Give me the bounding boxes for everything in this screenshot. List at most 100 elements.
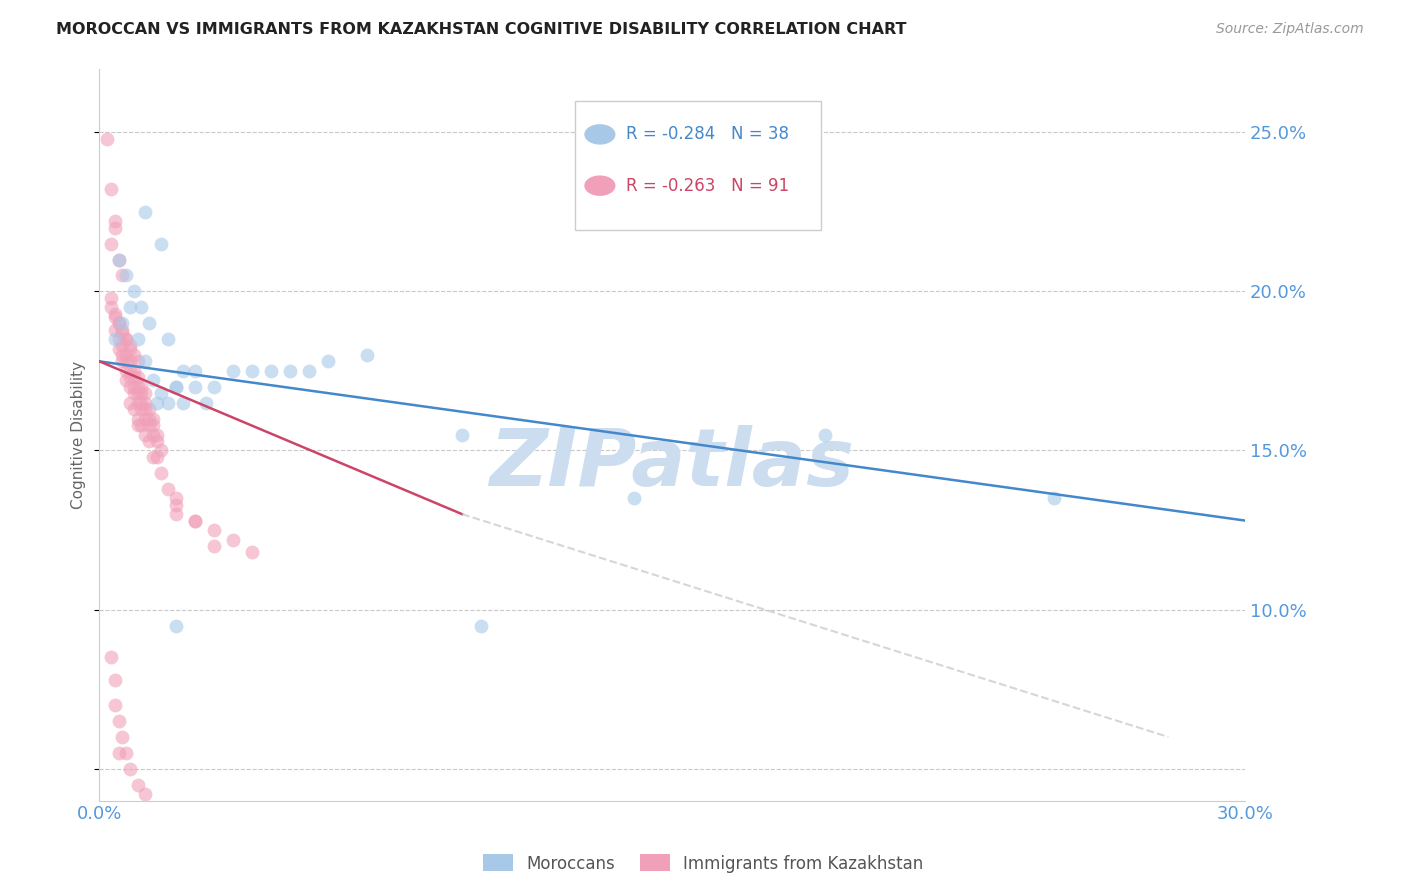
Point — [104, 214, 127, 228]
Point — [127, 417, 149, 432]
Point — [115, 348, 138, 362]
Point — [131, 417, 153, 432]
Point — [138, 417, 160, 432]
Point — [240, 364, 263, 378]
Point — [115, 332, 138, 346]
Point — [278, 364, 301, 378]
Point — [134, 204, 156, 219]
Point — [138, 434, 160, 448]
Point — [470, 618, 492, 632]
Point — [157, 396, 180, 410]
Point — [131, 402, 153, 417]
Point — [127, 396, 149, 410]
Point — [122, 370, 145, 384]
Point — [107, 332, 129, 346]
Point — [107, 252, 129, 267]
Point — [115, 364, 138, 378]
Point — [127, 354, 149, 368]
Point — [1042, 491, 1064, 506]
Point — [122, 364, 145, 378]
Point — [100, 182, 122, 196]
Point — [111, 316, 134, 330]
Point — [115, 354, 138, 368]
Point — [142, 417, 165, 432]
Point — [142, 427, 165, 442]
Point — [118, 300, 141, 314]
Point — [451, 427, 474, 442]
Point — [134, 402, 156, 417]
Point — [127, 411, 149, 425]
Point — [127, 332, 149, 346]
Point — [165, 491, 187, 506]
Point — [172, 364, 194, 378]
Point — [115, 746, 138, 760]
Point — [122, 402, 145, 417]
Point — [318, 354, 340, 368]
Point — [104, 307, 127, 321]
Point — [127, 386, 149, 401]
Point — [184, 380, 207, 394]
Point — [118, 380, 141, 394]
Point — [184, 514, 207, 528]
Point — [134, 787, 156, 801]
Point — [118, 762, 141, 776]
Point — [107, 316, 129, 330]
Circle shape — [585, 176, 614, 195]
Point — [107, 342, 129, 356]
Point — [202, 380, 225, 394]
Point — [111, 326, 134, 340]
Point — [104, 698, 127, 713]
Point — [145, 450, 167, 464]
Point — [814, 427, 837, 442]
Point — [202, 539, 225, 553]
Point — [100, 236, 122, 251]
Point — [138, 402, 160, 417]
Point — [115, 374, 138, 388]
Point — [142, 374, 165, 388]
Point — [134, 396, 156, 410]
Text: MOROCCAN VS IMMIGRANTS FROM KAZAKHSTAN COGNITIVE DISABILITY CORRELATION CHART: MOROCCAN VS IMMIGRANTS FROM KAZAKHSTAN C… — [56, 22, 907, 37]
Point — [118, 354, 141, 368]
Point — [104, 220, 127, 235]
Point — [138, 316, 160, 330]
Point — [111, 354, 134, 368]
Point — [118, 396, 141, 410]
Point — [134, 411, 156, 425]
Point — [222, 533, 245, 547]
Point — [240, 545, 263, 559]
Point — [184, 364, 207, 378]
Point — [131, 386, 153, 401]
Point — [134, 386, 156, 401]
Point — [149, 466, 172, 480]
Point — [104, 673, 127, 687]
Point — [118, 370, 141, 384]
Point — [122, 285, 145, 299]
Point — [172, 396, 194, 410]
Point — [122, 380, 145, 394]
Point — [100, 291, 122, 305]
Point — [122, 386, 145, 401]
Y-axis label: Cognitive Disability: Cognitive Disability — [72, 360, 86, 508]
Point — [356, 348, 378, 362]
Point — [165, 498, 187, 512]
Point — [260, 364, 283, 378]
Point — [111, 348, 134, 362]
Text: R = -0.263   N = 91: R = -0.263 N = 91 — [626, 177, 789, 194]
Point — [145, 427, 167, 442]
Point — [184, 514, 207, 528]
Point — [165, 380, 187, 394]
Point — [165, 380, 187, 394]
Point — [107, 714, 129, 728]
Point — [104, 332, 127, 346]
Point — [122, 348, 145, 362]
Point — [127, 370, 149, 384]
Point — [623, 491, 645, 506]
Point — [100, 650, 122, 665]
Point — [298, 364, 321, 378]
Point — [222, 364, 245, 378]
Point — [115, 332, 138, 346]
Point — [202, 523, 225, 537]
Point — [111, 338, 134, 352]
Point — [142, 411, 165, 425]
Point — [118, 342, 141, 356]
